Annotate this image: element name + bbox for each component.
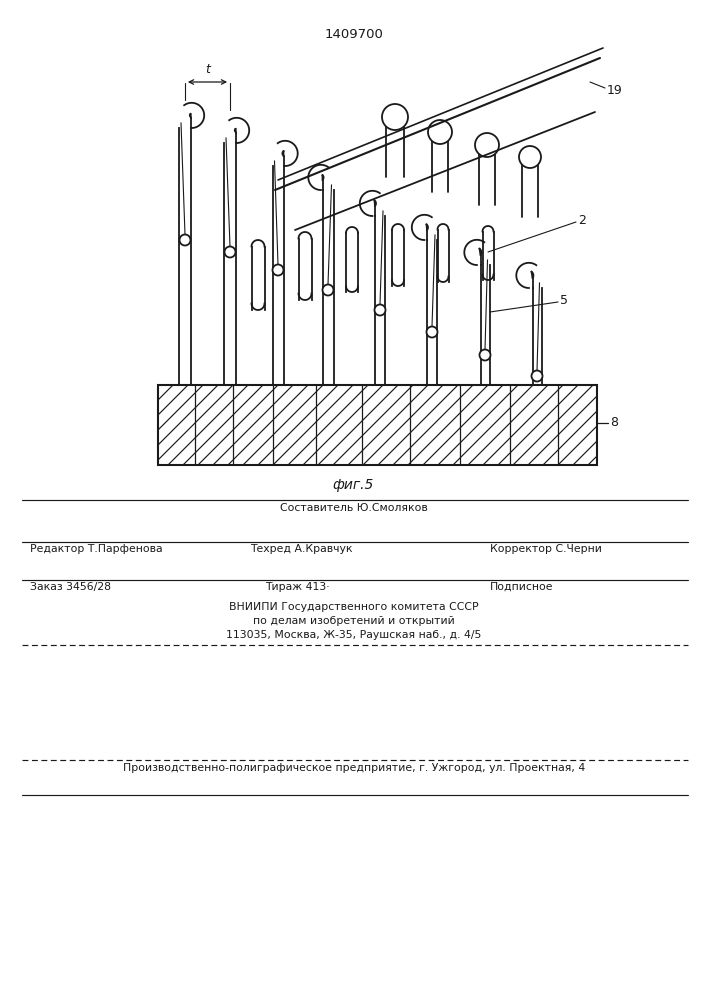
Text: Подписное: Подписное [490, 582, 554, 592]
Circle shape [519, 146, 541, 168]
Text: t: t [205, 63, 210, 76]
Text: 5: 5 [560, 294, 568, 306]
Circle shape [382, 104, 408, 130]
Text: Корректор С.Черни: Корректор С.Черни [490, 544, 602, 554]
Bar [158, 385, 597, 465]
Text: фиг.5: фиг.5 [332, 478, 374, 492]
Text: по делам изобретений и открытий: по делам изобретений и открытий [253, 616, 455, 626]
Text: 2: 2 [578, 214, 586, 227]
Text: Техред А.Кравчук: Техред А.Кравчук [250, 544, 353, 554]
Circle shape [475, 133, 499, 157]
Circle shape [322, 284, 334, 296]
Circle shape [180, 234, 190, 245]
Text: 1409700: 1409700 [325, 28, 383, 41]
Text: Составитель Ю.Смоляков: Составитель Ю.Смоляков [280, 503, 428, 513]
Circle shape [428, 120, 452, 144]
Text: 19: 19 [607, 84, 623, 97]
Circle shape [479, 350, 491, 360]
Circle shape [375, 304, 385, 316]
Text: Редактор Т.Парфенова: Редактор Т.Парфенова [30, 544, 163, 554]
Circle shape [272, 264, 284, 275]
Text: Заказ 3456/28: Заказ 3456/28 [30, 582, 111, 592]
Text: Тираж 413·: Тираж 413· [265, 582, 329, 592]
Text: 113035, Москва, Ж-35, Раушская наб., д. 4/5: 113035, Москва, Ж-35, Раушская наб., д. … [226, 630, 481, 640]
Text: Производственно-полиграфическое предприятие, г. Ужгород, ул. Проектная, 4: Производственно-полиграфическое предприя… [123, 763, 585, 773]
Circle shape [225, 246, 235, 257]
Circle shape [426, 326, 438, 338]
Text: 8: 8 [610, 416, 618, 430]
Text: ВНИИПИ Государственного комитета СССР: ВНИИПИ Государственного комитета СССР [229, 602, 479, 612]
Circle shape [532, 370, 542, 381]
